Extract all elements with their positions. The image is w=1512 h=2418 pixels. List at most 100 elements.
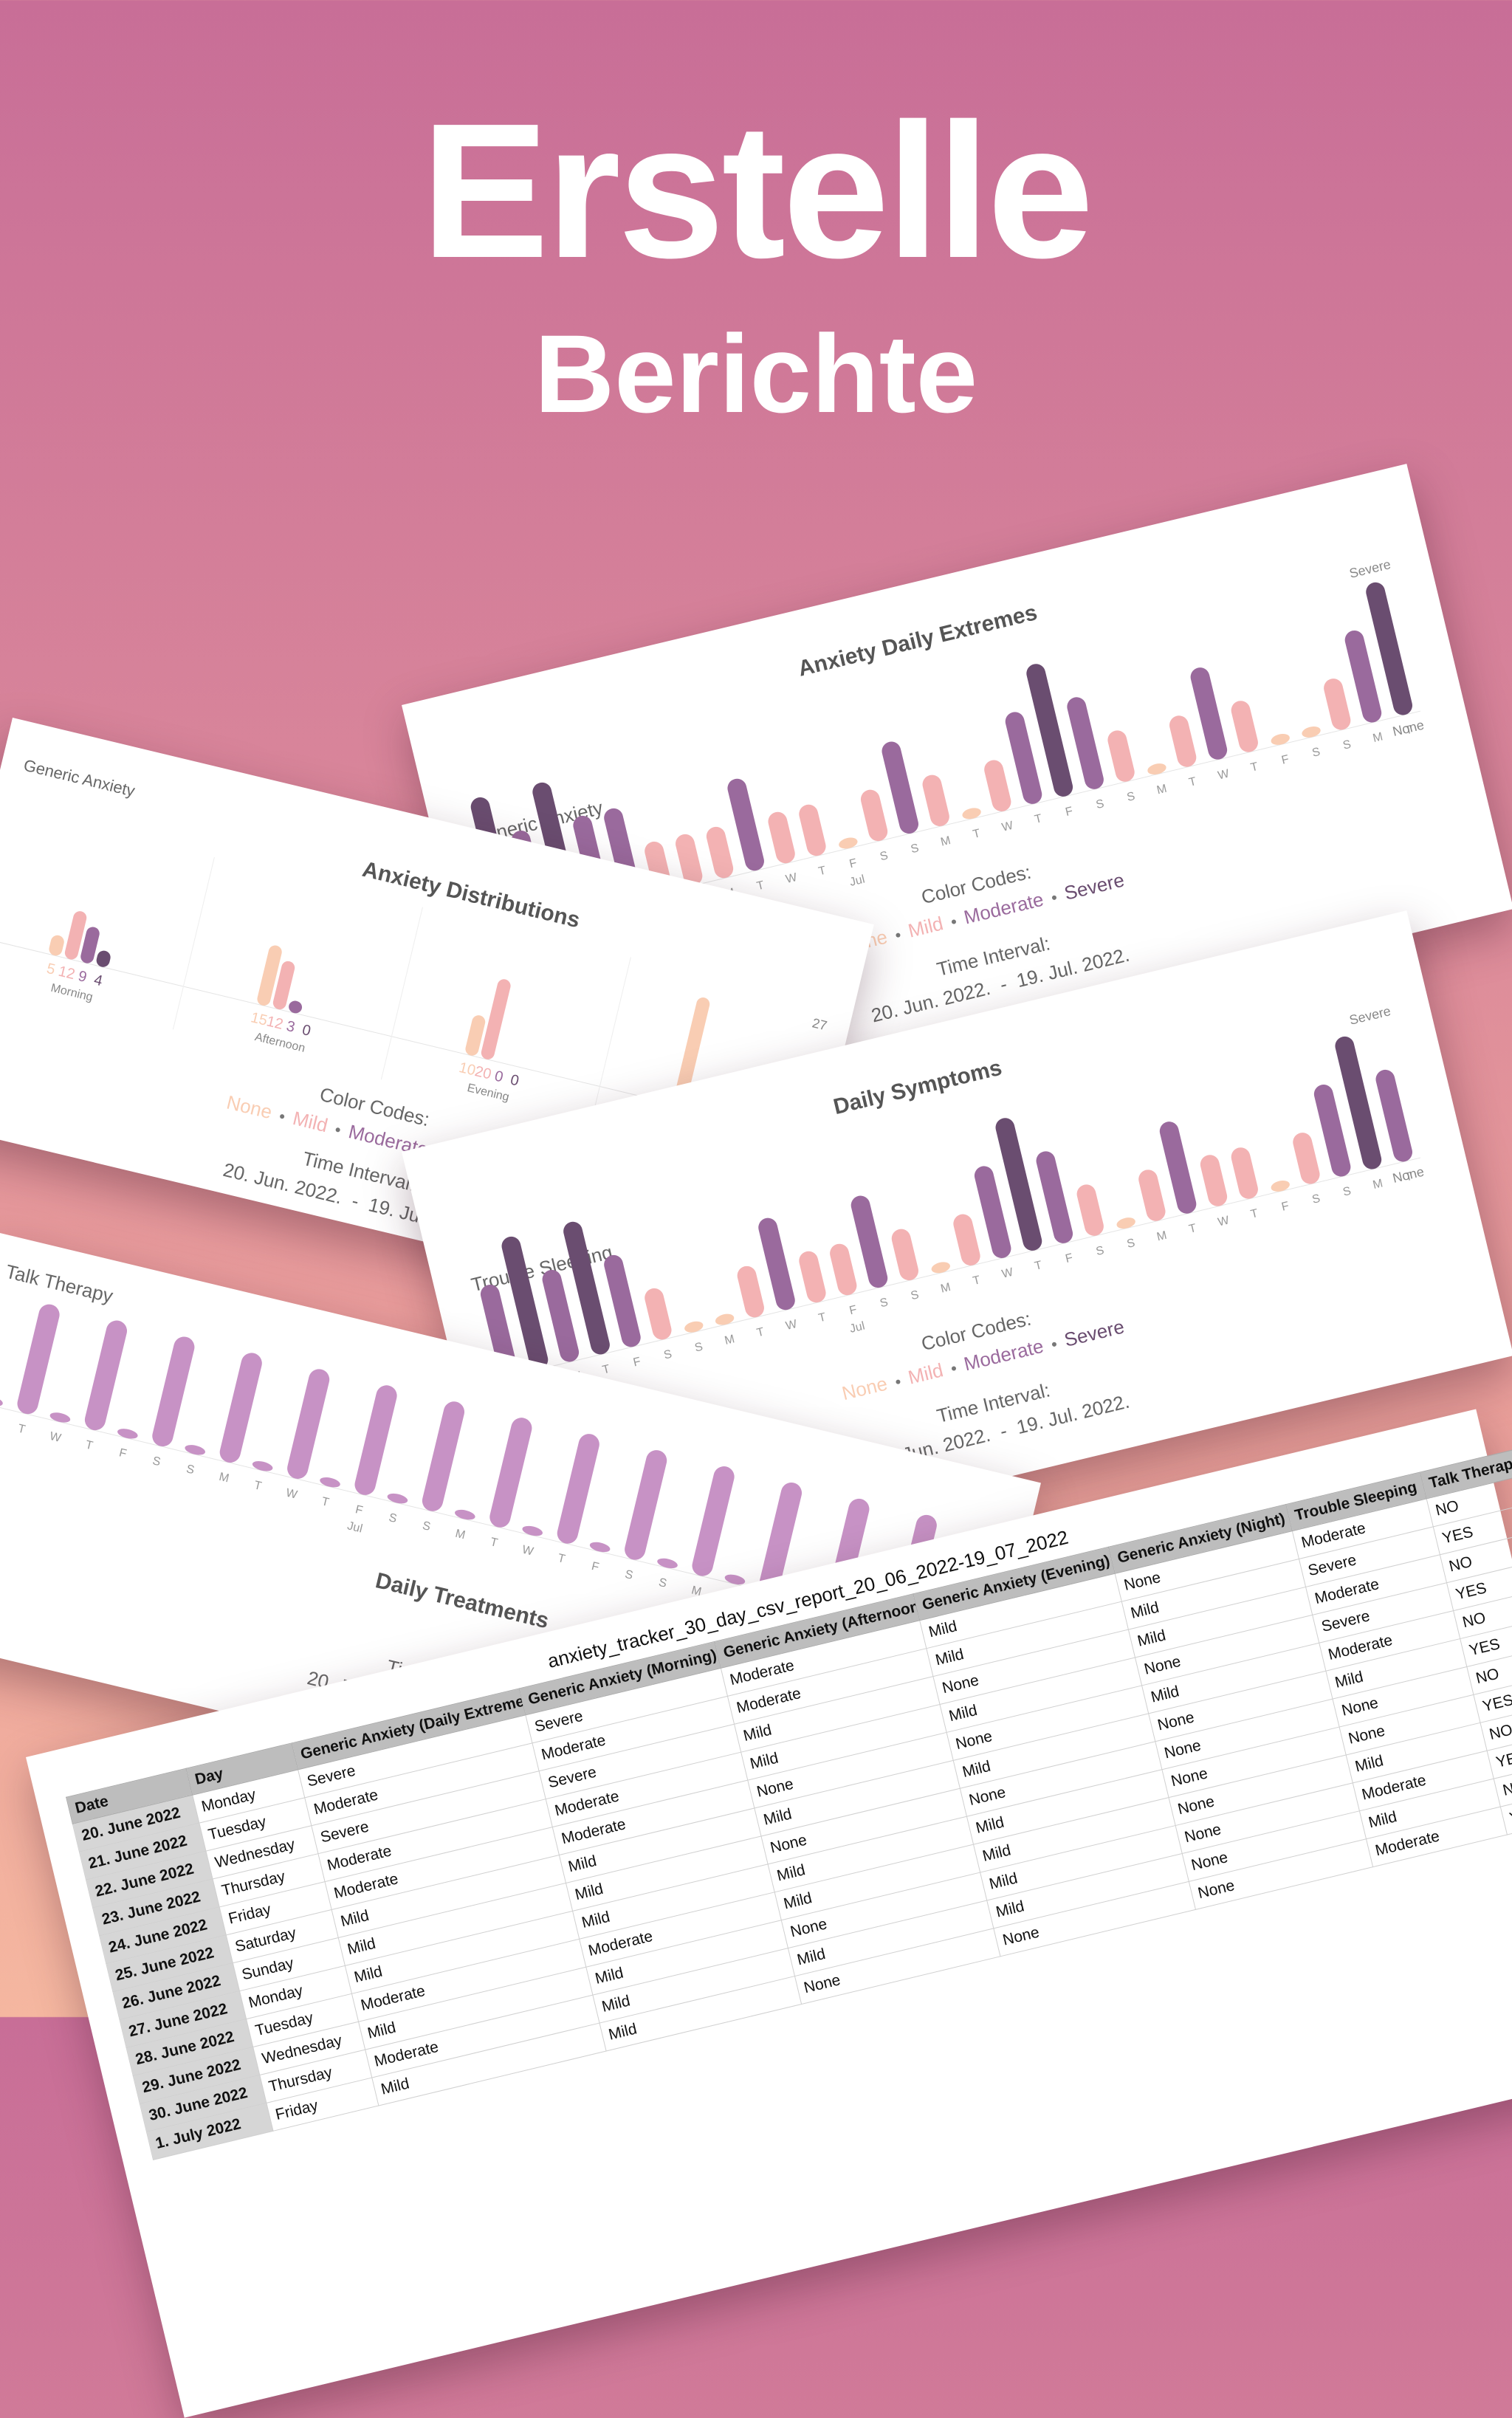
- separator: [588, 957, 631, 1130]
- bar: [219, 1353, 262, 1463]
- bar: [860, 789, 888, 842]
- count-label: 12: [265, 1013, 285, 1033]
- day-label: W: [285, 1487, 300, 1502]
- day-label: T: [817, 1311, 828, 1325]
- bar: [758, 1217, 795, 1311]
- bar: [455, 1509, 475, 1520]
- chart-title: Daily Symptoms: [831, 1056, 1005, 1120]
- chart-title: Anxiety Distributions: [360, 857, 583, 933]
- bar: [1271, 1180, 1290, 1192]
- bar: [839, 837, 858, 849]
- chart-title: Anxiety Daily Extremes: [796, 600, 1040, 681]
- bar: [684, 1321, 704, 1333]
- day-label: T: [1188, 1222, 1198, 1236]
- count-label: 0: [509, 1072, 520, 1090]
- bar: [387, 1493, 408, 1504]
- day-label: F: [1065, 805, 1075, 819]
- bar: [152, 1336, 195, 1447]
- baseline: [494, 1157, 1421, 1381]
- bar: [715, 1313, 735, 1325]
- bar: [953, 1214, 980, 1265]
- day-label: F: [632, 1356, 642, 1370]
- chart-title: Daily Treatments: [373, 1568, 551, 1633]
- day-label: T: [252, 1479, 263, 1493]
- day-label: F: [354, 1503, 365, 1517]
- bar: [974, 1166, 1011, 1258]
- day-label: F: [118, 1446, 128, 1460]
- bar: [287, 1369, 330, 1479]
- day-label: T: [84, 1438, 94, 1452]
- bar: [984, 760, 1011, 811]
- day-label: F: [1280, 1200, 1291, 1214]
- bar: [289, 1000, 303, 1014]
- day-label: W: [785, 871, 800, 886]
- day-label: S: [879, 1296, 889, 1310]
- bar: [17, 1304, 60, 1415]
- count-label: 10: [457, 1059, 477, 1079]
- bar: [1200, 1155, 1228, 1206]
- bar: [480, 1285, 518, 1377]
- day-label: W: [1217, 1214, 1231, 1229]
- day-label: T: [1403, 724, 1414, 738]
- bar: [830, 1243, 857, 1296]
- bar: [724, 1574, 746, 1585]
- day-label: M: [1372, 730, 1384, 745]
- legend-item: Mild: [906, 912, 945, 941]
- bar: [1138, 1169, 1166, 1221]
- bar: [589, 1542, 611, 1553]
- page: {"header": {"title": "Erstelle", "subtit…: [0, 0, 1512, 2160]
- count-label: 3: [285, 1018, 297, 1036]
- day-label: M: [1155, 1229, 1168, 1244]
- legend-item: Severe: [1062, 868, 1127, 904]
- day-label: T: [557, 1552, 567, 1566]
- bar: [49, 1412, 71, 1423]
- day-label: S: [185, 1463, 196, 1477]
- day-label: F: [848, 856, 859, 870]
- separator: [380, 907, 423, 1080]
- day-label: T: [972, 1274, 982, 1288]
- day-label: W: [1000, 819, 1015, 834]
- bar: [692, 1466, 735, 1576]
- legend-dot: [1051, 1342, 1056, 1347]
- day-label: M: [218, 1471, 230, 1486]
- bar: [1026, 664, 1073, 797]
- day-label: S: [910, 1288, 920, 1302]
- day-label: T: [817, 864, 828, 878]
- day-label: S: [1311, 1192, 1322, 1206]
- day-label: W: [1217, 767, 1231, 782]
- legend-dot: [896, 932, 901, 938]
- legend-item: None: [839, 1372, 889, 1404]
- bar: [272, 961, 295, 1010]
- headline: Erstelle: [421, 84, 1093, 298]
- bar: [727, 778, 764, 871]
- bar: [759, 1482, 803, 1593]
- bar: [676, 834, 703, 886]
- day-label: S: [1341, 1185, 1352, 1199]
- day-label: T: [1034, 812, 1044, 826]
- day-label: T: [972, 827, 982, 841]
- month-label: Jul: [346, 1519, 364, 1535]
- group-label: Evening: [466, 1082, 510, 1104]
- bar: [625, 1450, 667, 1560]
- bar: [96, 950, 111, 967]
- day-label: F: [848, 1303, 859, 1317]
- count-label: 15: [249, 1009, 269, 1029]
- bar: [1335, 1036, 1382, 1169]
- month-label: Jul: [848, 1320, 866, 1336]
- bar: [604, 1254, 641, 1347]
- bar: [80, 927, 100, 964]
- bar: [1313, 1084, 1351, 1177]
- series-label: Generic Anxiety: [22, 756, 137, 800]
- day-label: M: [724, 1333, 736, 1347]
- day-label: M: [940, 834, 952, 849]
- bar: [1366, 582, 1412, 715]
- bar: [737, 1265, 764, 1318]
- count-label: 9: [77, 968, 89, 986]
- day-label: W: [49, 1430, 63, 1445]
- count-label: 20: [473, 1063, 493, 1083]
- bar: [1169, 715, 1197, 767]
- day-label: T: [1403, 1170, 1414, 1184]
